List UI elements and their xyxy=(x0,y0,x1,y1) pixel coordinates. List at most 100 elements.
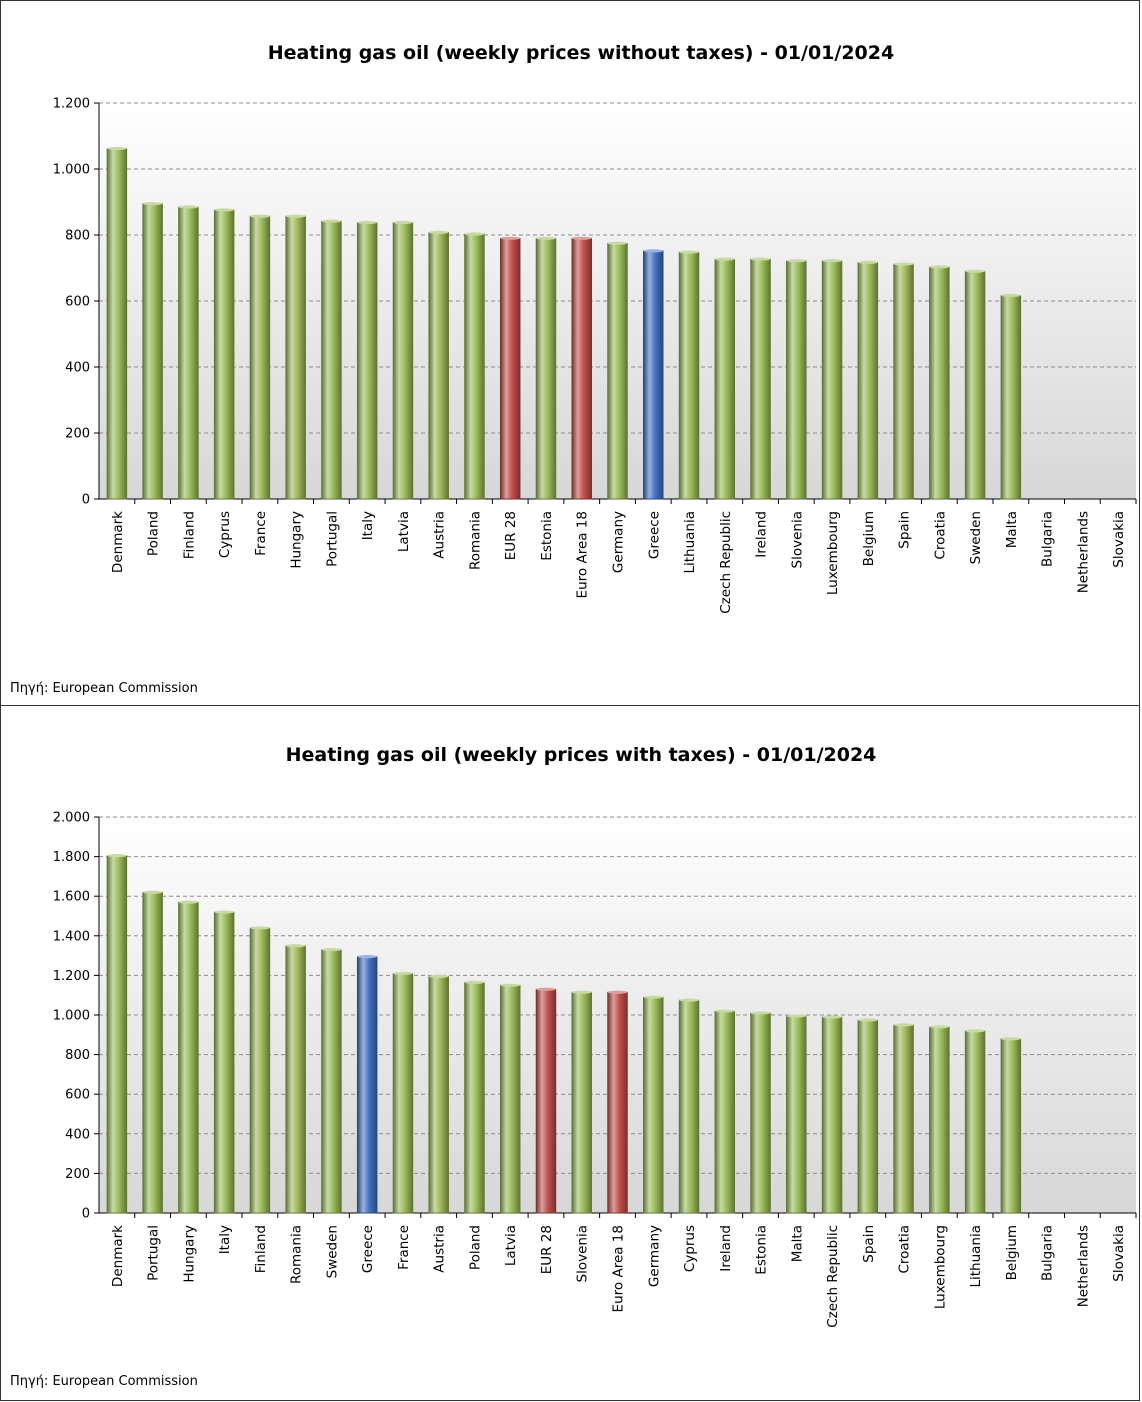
y-tick-label: 600 xyxy=(65,1088,90,1103)
bar-germany xyxy=(643,996,664,1214)
category-label: Portugal xyxy=(324,511,340,567)
bar-cap xyxy=(893,1023,914,1027)
y-tick-label: 1.600 xyxy=(53,890,90,905)
bar-portugal xyxy=(142,891,163,1214)
bar-cap xyxy=(786,259,807,263)
category-label: Estonia xyxy=(539,511,555,561)
bar-cap xyxy=(536,987,556,991)
category-label: Bulgaria xyxy=(1040,511,1056,567)
category-label: Austria xyxy=(432,1225,448,1273)
bar-cap xyxy=(500,983,521,987)
category-label: Euro Area 18 xyxy=(611,1225,627,1312)
bar-euro-area-18 xyxy=(571,237,592,500)
category-label: France xyxy=(253,511,269,556)
category-label: Cyprus xyxy=(682,1225,698,1272)
category-label: Germany xyxy=(611,511,627,573)
category-label: Netherlands xyxy=(1075,511,1091,593)
bar-estonia xyxy=(750,1012,771,1214)
bar-cap xyxy=(750,1011,771,1015)
chart-panel-without-taxes: Heating gas oil (weekly prices without t… xyxy=(0,0,1140,706)
bar-austria xyxy=(428,231,449,500)
category-label: Belgium xyxy=(1004,1225,1020,1280)
category-label: Slovenia xyxy=(575,1225,591,1282)
category-label: Poland xyxy=(146,511,162,556)
bar-malta xyxy=(1000,294,1022,500)
bar-lithuania xyxy=(964,1030,986,1214)
bar-germany xyxy=(607,242,628,500)
category-label: Finland xyxy=(253,1225,269,1273)
category-label: Denmark xyxy=(110,1225,126,1287)
category-label: Portugal xyxy=(146,1225,162,1281)
bar-austria xyxy=(428,975,449,1214)
bar-cap xyxy=(214,910,234,914)
bar-cap xyxy=(321,948,342,952)
bar-cap xyxy=(929,1025,950,1029)
y-tick-label: 1.200 xyxy=(53,97,90,112)
category-label: Greece xyxy=(360,1225,376,1273)
bar-cap xyxy=(571,990,592,994)
bar-ireland xyxy=(714,1010,736,1214)
bar-cap xyxy=(285,944,306,948)
bar-cap xyxy=(857,1018,878,1022)
category-label: Czech Republic xyxy=(825,1225,841,1328)
bar-portugal xyxy=(321,220,342,500)
y-tick-label: 400 xyxy=(65,361,90,376)
bar-denmark xyxy=(106,148,128,500)
bar-cap xyxy=(643,995,664,999)
y-tick-label: 1.400 xyxy=(53,929,90,944)
bar-slovenia xyxy=(571,991,592,1214)
bar-sweden xyxy=(964,270,986,500)
category-label: Croatia xyxy=(932,511,948,560)
bar-spain xyxy=(893,263,914,500)
bar-czech-republic xyxy=(714,258,736,500)
chart-title: Heating gas oil (weekly prices with taxe… xyxy=(286,744,877,766)
bar-cap xyxy=(321,219,342,223)
bar-poland xyxy=(464,981,485,1214)
bar-cap xyxy=(357,954,378,959)
bar-croatia xyxy=(893,1024,914,1214)
bar-cap xyxy=(250,926,270,930)
bar-czech-republic xyxy=(821,1016,843,1214)
category-label: Bulgaria xyxy=(1040,1225,1056,1281)
y-tick-label: 600 xyxy=(65,295,90,310)
bar-italy xyxy=(356,222,378,500)
bar-cap xyxy=(142,202,163,206)
category-label: Euro Area 18 xyxy=(575,511,591,598)
y-tick-label: 1.200 xyxy=(53,969,90,984)
category-label: Malta xyxy=(1004,511,1020,548)
category-label: Belgium xyxy=(861,511,877,566)
category-label: Czech Republic xyxy=(718,511,734,614)
category-label: Greece xyxy=(646,511,662,559)
bar-cap xyxy=(178,205,199,209)
category-label: Hungary xyxy=(181,1225,197,1283)
bar-belgium xyxy=(1000,1038,1022,1214)
y-tick-label: 0 xyxy=(82,1207,90,1222)
bar-cap xyxy=(285,214,306,218)
category-label: EUR 28 xyxy=(539,1225,555,1274)
bar-latvia xyxy=(392,222,414,500)
category-label: Luxembourg xyxy=(825,511,841,595)
y-tick-label: 200 xyxy=(65,427,90,442)
bar-poland xyxy=(142,203,163,500)
category-label: Malta xyxy=(789,1225,805,1262)
chart-title: Heating gas oil (weekly prices without t… xyxy=(268,42,894,64)
category-label: Latvia xyxy=(503,1225,519,1266)
bar-cap xyxy=(929,265,950,269)
category-label: Hungary xyxy=(289,511,305,569)
category-label: Poland xyxy=(467,1225,483,1270)
y-tick-label: 400 xyxy=(65,1127,90,1142)
category-label: Netherlands xyxy=(1075,1225,1091,1307)
bar-cap xyxy=(1001,293,1021,297)
bar-luxembourg xyxy=(929,1026,950,1214)
category-label: Lithuania xyxy=(968,1225,984,1288)
bar-cap xyxy=(822,1015,842,1019)
bar-cap xyxy=(107,146,127,151)
category-label: Estonia xyxy=(754,1225,770,1275)
bar-euro-area-18 xyxy=(607,991,628,1214)
y-tick-label: 1.000 xyxy=(53,1009,90,1024)
bar-cap xyxy=(393,971,413,976)
bar-cap xyxy=(428,974,449,978)
bar-cyprus xyxy=(678,999,700,1214)
bar-ireland xyxy=(750,258,771,500)
bar-hungary xyxy=(178,901,199,1214)
